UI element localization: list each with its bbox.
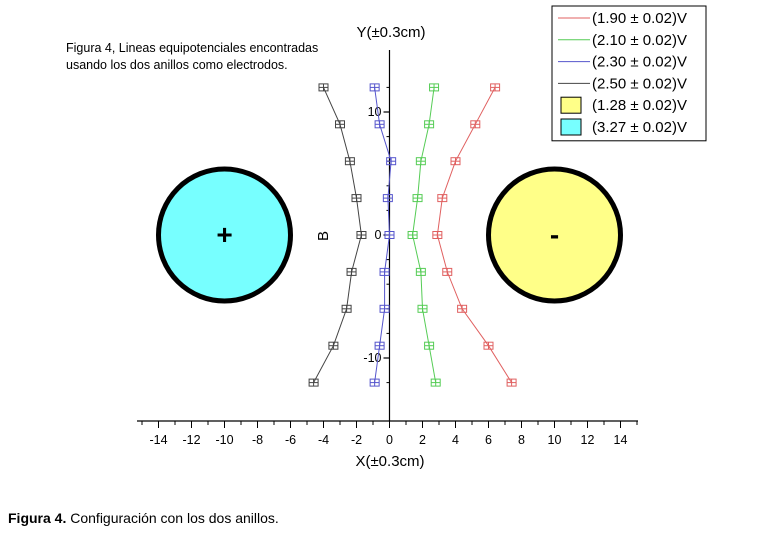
data-point: [379, 267, 390, 276]
chart-title-line: usando los dos anillos como electrodos.: [66, 58, 288, 72]
x-tick-label: 14: [614, 433, 628, 447]
x-tick-label: 12: [581, 433, 595, 447]
data-point: [417, 304, 428, 313]
legend-entry: (1.28 ± 0.02)V: [560, 96, 687, 114]
legend-entry: (2.30 ± 0.02)V: [558, 54, 687, 71]
series-2: [407, 83, 441, 387]
electrode-circle-negative: [486, 166, 623, 304]
data-point: [384, 231, 395, 239]
y-axis-inline-label: B: [315, 231, 332, 241]
series-3: [369, 83, 397, 387]
data-point: [379, 304, 390, 313]
data-point: [429, 83, 440, 92]
y-tick-label: 10: [368, 105, 382, 119]
data-point: [412, 194, 423, 203]
legend-label: (2.30 ± 0.02)V: [592, 54, 687, 71]
data-point: [344, 157, 355, 166]
electrode-sign: +: [216, 219, 232, 250]
y-axis-title: Y(±0.3cm): [356, 24, 425, 41]
data-point: [470, 120, 481, 129]
data-point: [415, 157, 426, 166]
legend-entry: (2.10 ± 0.02)V: [558, 32, 687, 49]
legend-label: (3.27 ± 0.02)V: [592, 119, 687, 136]
chart-text: X(±0.3cm) Y(±0.3cm) B Figura 4, Lineas equi…: [66, 24, 426, 470]
data-point: [506, 378, 517, 387]
legend-label: (1.90 ± 0.02)V: [592, 10, 687, 27]
x-tick-label: 8: [518, 433, 525, 447]
series-1: [432, 83, 517, 387]
x-tick-label: -10: [215, 433, 233, 447]
data-point: [369, 378, 380, 387]
legend-box-swatch: [560, 118, 582, 136]
legend-label: (2.50 ± 0.02)V: [592, 75, 687, 92]
legend-entry: (2.50 ± 0.02)V: [558, 75, 687, 92]
electrode-regions: + -: [156, 166, 623, 304]
series-4: [308, 83, 367, 387]
data-point: [490, 83, 501, 92]
x-tick-label: -6: [285, 433, 296, 447]
x-tick-label: -12: [182, 433, 200, 447]
data-point: [308, 378, 319, 387]
x-tick-label: -2: [351, 433, 362, 447]
legend-entry: (3.27 ± 0.02)V: [560, 118, 687, 136]
data-point: [437, 194, 448, 203]
legend-box-swatch: [560, 96, 582, 114]
data-point: [341, 304, 352, 313]
data-point: [424, 341, 435, 350]
x-tick-label: 4: [452, 433, 459, 447]
y-tick-label: 0: [375, 228, 382, 242]
caption-text: Configuración con los dos anillos.: [70, 510, 279, 526]
data-point: [432, 231, 443, 239]
x-tick-label: 0: [386, 433, 393, 447]
legend: (1.90 ± 0.02)V (2.10 ± 0.02)V (2.30 ± 0.02…: [551, 5, 707, 142]
x-tick-label: 6: [485, 433, 492, 447]
caption-label: Figura 4.: [8, 510, 67, 526]
data-point: [382, 194, 393, 203]
x-tick-label: -4: [318, 433, 329, 447]
electrode-sign: -: [550, 219, 559, 250]
data-point: [430, 378, 441, 387]
series-layer: [308, 83, 517, 387]
data-point: [374, 120, 385, 129]
x-tick-label: -8: [252, 433, 263, 447]
legend-label: (1.28 ± 0.02)V: [592, 97, 687, 114]
x-tick-label: 2: [419, 433, 426, 447]
data-point: [386, 157, 397, 166]
legend-label: (2.10 ± 0.02)V: [592, 32, 687, 49]
legend-box: [551, 5, 707, 142]
chart-title-line: Figura 4, Lineas equipotenciales encontr…: [66, 41, 318, 55]
figure-caption: Figura 4. Configuración con los dos anil…: [8, 510, 279, 526]
data-point: [450, 157, 461, 166]
data-point: [318, 83, 329, 92]
data-point: [424, 120, 435, 129]
data-point: [407, 231, 418, 239]
data-point: [328, 341, 339, 350]
data-point: [415, 267, 426, 276]
electrode-circle-positive: [156, 166, 293, 304]
data-point: [483, 341, 494, 350]
data-point: [356, 231, 367, 239]
data-point: [442, 267, 453, 276]
data-point: [369, 83, 380, 92]
data-point: [457, 304, 468, 313]
x-tick-label: 10: [548, 433, 562, 447]
data-point: [335, 120, 345, 129]
data-point: [351, 194, 362, 203]
x-tick-label: -14: [149, 433, 167, 447]
legend-entry: (1.90 ± 0.02)V: [558, 10, 687, 27]
data-point: [374, 341, 385, 350]
data-point: [346, 267, 357, 276]
x-axis-title: X(±0.3cm): [355, 453, 424, 470]
